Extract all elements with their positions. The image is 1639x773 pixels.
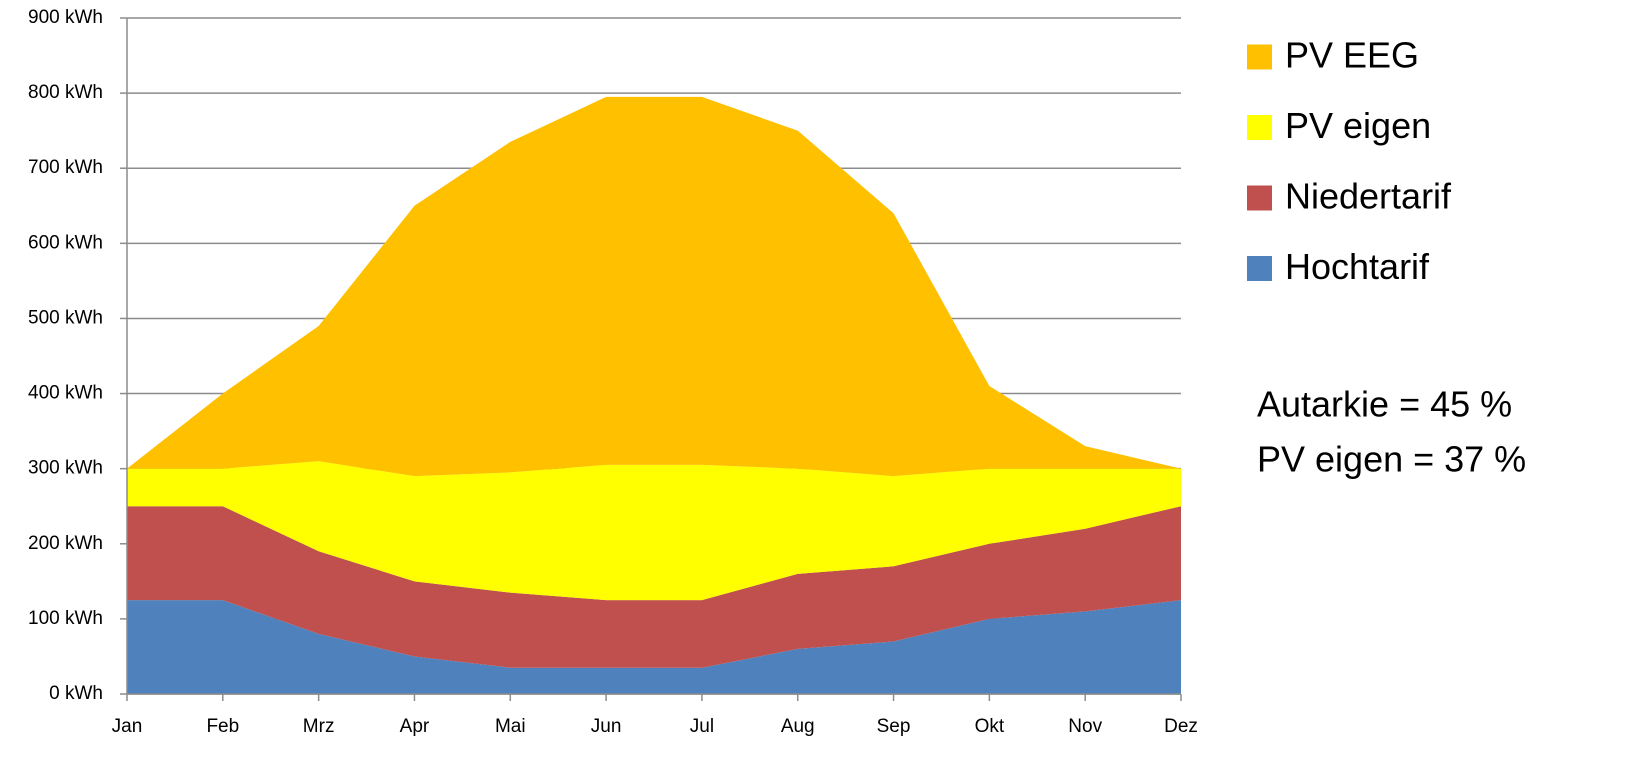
legend-label: PV EEG	[1285, 35, 1419, 76]
area	[127, 600, 1181, 694]
area	[127, 96, 1181, 477]
y-tick-label: 400 kWh	[28, 383, 103, 404]
x-tick-label: Jul	[690, 716, 714, 737]
legend-label: Niedertarif	[1285, 176, 1452, 217]
y-tick-label: 800 kWh	[28, 82, 103, 103]
area	[127, 461, 1181, 601]
legend-swatch	[1247, 256, 1272, 281]
y-tick-label: 300 kWh	[28, 458, 103, 479]
x-tick-label: Feb	[206, 716, 239, 737]
y-tick-label: 900 kWh	[28, 7, 103, 28]
area	[127, 506, 1181, 668]
x-tick-label: Mrz	[303, 716, 335, 737]
y-tick-label: 100 kWh	[28, 608, 103, 629]
x-tick-label: Mai	[495, 716, 526, 737]
x-tick-label: Jan	[112, 716, 143, 737]
y-tick-label: 600 kWh	[28, 232, 103, 253]
legend-swatch	[1247, 185, 1272, 211]
annotation: PV eigen = 37 %	[1257, 439, 1526, 480]
x-tick-label: Dez	[1164, 716, 1198, 737]
y-tick-label: 0 kWh	[49, 683, 103, 704]
legend-swatch	[1247, 44, 1272, 70]
x-tick-label: Okt	[975, 716, 1005, 737]
x-tick-label: Jun	[591, 716, 622, 737]
legend-label: PV eigen	[1285, 105, 1431, 146]
x-tick-label: Apr	[400, 716, 430, 737]
y-tick-label: 700 kWh	[28, 157, 103, 178]
annotation: Autarkie = 45 %	[1257, 384, 1512, 425]
y-tick-label: 500 kWh	[28, 307, 103, 328]
legend-swatch	[1247, 115, 1272, 140]
x-tick-label: Sep	[877, 716, 911, 737]
x-tick-label: Nov	[1068, 716, 1102, 737]
legend-label: Hochtarif	[1285, 246, 1430, 287]
y-tick-label: 200 kWh	[28, 533, 103, 554]
x-tick-label: Aug	[781, 716, 815, 737]
